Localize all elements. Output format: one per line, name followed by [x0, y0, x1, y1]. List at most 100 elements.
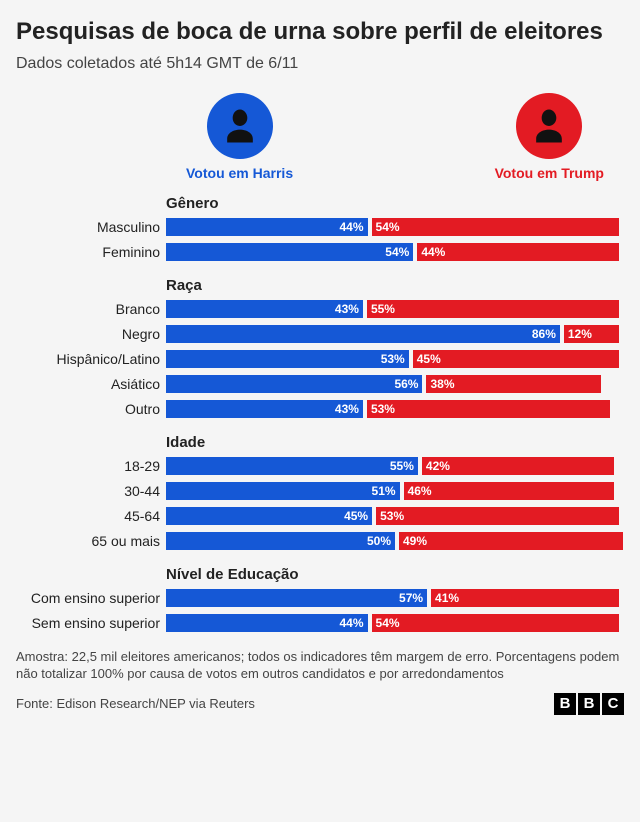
bar-left-value: 44% — [339, 616, 363, 630]
bar-left-value: 57% — [399, 591, 423, 605]
chart-area: GêneroMasculino 44% 54% Feminino 54% 44% RaçaB… — [16, 195, 624, 634]
person-icon — [527, 104, 571, 148]
bar-left-value: 55% — [390, 459, 414, 473]
row-label: Asiático — [16, 376, 166, 392]
chart-row: Asiático 56% 38% — [16, 373, 624, 395]
row-label: 65 ou mais — [16, 533, 166, 549]
row-bars: 86% 12% — [166, 325, 624, 343]
row-label: 45-64 — [16, 508, 166, 524]
chart-section: Idade18-2955%42%30-4451%46%45-6445%53%65… — [16, 434, 624, 552]
footer: Fonte: Edison Research/NEP via Reuters B… — [16, 693, 624, 715]
section-title: Idade — [166, 434, 624, 451]
row-bars: 57% 41% — [166, 589, 624, 607]
row-bars: 53% 45% — [166, 350, 624, 368]
row-label: Branco — [16, 301, 166, 317]
candidate-right-label: Votou em Trump — [495, 165, 604, 181]
bar-right-value: 38% — [430, 377, 454, 391]
source-text: Fonte: Edison Research/NEP via Reuters — [16, 696, 255, 711]
bbc-logo-block: C — [602, 693, 624, 715]
bar-left: 51% — [166, 482, 400, 500]
bar-right: 54% — [372, 614, 619, 632]
row-label: Masculino — [16, 219, 166, 235]
chart-row: Negro 86% 12% — [16, 323, 624, 345]
row-bars: 43% 53% — [166, 400, 624, 418]
bar-right: 42% — [422, 457, 614, 475]
bar-left-value: 44% — [339, 220, 363, 234]
row-bars: 44% 54% — [166, 614, 624, 632]
chart-row: 18-2955%42% — [16, 455, 624, 477]
bar-right: 38% — [426, 375, 600, 393]
bar-left-value: 43% — [335, 302, 359, 316]
bbc-logo-block: B — [578, 693, 600, 715]
bar-right: 49% — [399, 532, 623, 550]
chart-row: 30-44 51% 46% — [16, 480, 624, 502]
bar-right: 45% — [413, 350, 619, 368]
section-title: Raça — [166, 277, 624, 294]
bar-left-value: 53% — [381, 352, 405, 366]
avatar-harris — [207, 93, 273, 159]
row-label: 30-44 — [16, 483, 166, 499]
chart-row: 65 ou mais 50% 49% — [16, 530, 624, 552]
bar-right: 53% — [367, 400, 610, 418]
bbc-logo-block: B — [554, 693, 576, 715]
chart-section: RaçaBranco 43% 55% Negro 86% 12% Hispânico/Lat… — [16, 277, 624, 420]
bar-left-value: 51% — [372, 484, 396, 498]
footnote: Amostra: 22,5 mil eleitores americanos; … — [16, 648, 624, 683]
bar-left-value: 45% — [344, 509, 368, 523]
row-bars: 43% 55% — [166, 300, 624, 318]
page-title: Pesquisas de boca de urna sobre perfil d… — [16, 18, 624, 47]
bar-right-value: 54% — [376, 616, 400, 630]
bar-left-value: 86% — [532, 327, 556, 341]
bar-left: 44% — [166, 218, 368, 236]
candidates-header: Votou em Harris Votou em Trump — [16, 93, 624, 181]
bar-left-value: 54% — [385, 245, 409, 259]
row-label: Negro — [16, 326, 166, 342]
bar-left: 43% — [166, 400, 363, 418]
row-bars: 44% 54% — [166, 218, 624, 236]
bar-left: 57% — [166, 589, 427, 607]
bar-left: 86% — [166, 325, 560, 343]
row-label: Com ensino superior — [16, 590, 166, 606]
row-bars: 50% 49% — [166, 532, 624, 550]
section-title: Gênero — [166, 195, 624, 212]
row-label: Outro — [16, 401, 166, 417]
row-label: Sem ensino superior — [16, 615, 166, 631]
row-bars: 55% 42% — [166, 457, 624, 475]
subtitle: Dados coletados até 5h14 GMT de 6/11 — [16, 55, 624, 73]
bar-left-value: 50% — [367, 534, 391, 548]
bar-right: 46% — [404, 482, 615, 500]
chart-row: 45-6445%53% — [16, 505, 624, 527]
bar-right: 55% — [367, 300, 619, 318]
candidate-left: Votou em Harris — [186, 93, 293, 181]
bar-right-value: 49% — [403, 534, 427, 548]
chart-row: Feminino 54% 44% — [16, 241, 624, 263]
bar-right-value: 53% — [371, 402, 395, 416]
person-icon — [218, 104, 262, 148]
row-bars: 51% 46% — [166, 482, 624, 500]
bar-right: 54% — [372, 218, 619, 236]
row-label: Feminino — [16, 244, 166, 260]
row-label: Hispânico/Latino — [16, 351, 166, 367]
bar-left: 55% — [166, 457, 418, 475]
bar-right-value: 12% — [568, 327, 592, 341]
chart-section: Nível de EducaçãoCom ensino superior 57% 4… — [16, 566, 624, 634]
chart-row: Masculino 44% 54% — [16, 216, 624, 238]
bbc-logo: BBC — [554, 693, 624, 715]
bar-left: 44% — [166, 614, 368, 632]
chart-row: Outro43% 53% — [16, 398, 624, 420]
bar-right-value: 42% — [426, 459, 450, 473]
chart-row: Hispânico/Latino 53% 45% — [16, 348, 624, 370]
bar-left: 45% — [166, 507, 372, 525]
bar-right: 12% — [564, 325, 619, 343]
bar-right: 44% — [417, 243, 619, 261]
chart-row: Sem ensino superior 44% 54% — [16, 612, 624, 634]
chart-row: Com ensino superior 57% 41% — [16, 587, 624, 609]
section-title: Nível de Educação — [166, 566, 624, 583]
bar-right-value: 44% — [421, 245, 445, 259]
bar-left-value: 56% — [394, 377, 418, 391]
bar-right-value: 46% — [408, 484, 432, 498]
chart-section: GêneroMasculino 44% 54% Feminino 54% 44% — [16, 195, 624, 263]
bar-left: 43% — [166, 300, 363, 318]
bar-right-value: 41% — [435, 591, 459, 605]
bar-left: 56% — [166, 375, 422, 393]
